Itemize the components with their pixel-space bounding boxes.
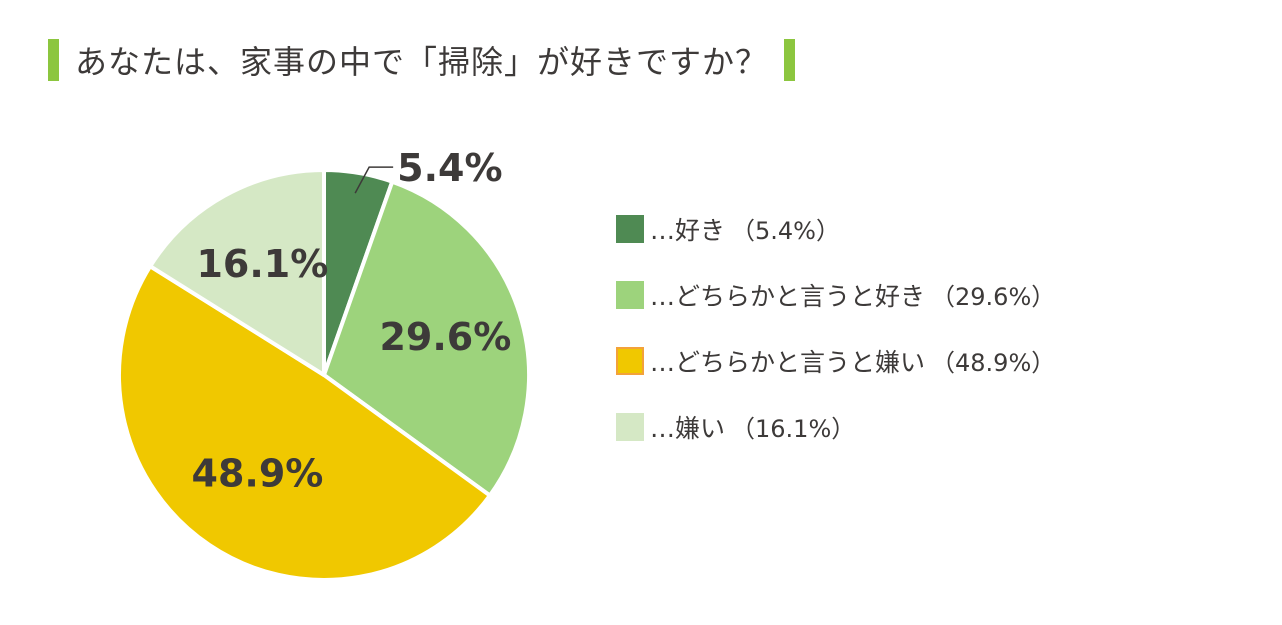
legend-percent: （5.4%） [731, 217, 840, 245]
title-accent-left [48, 39, 59, 81]
slice-value-label: 5.4% [397, 146, 502, 190]
legend-label: …嫌い [650, 414, 726, 443]
legend-label: …好き [650, 216, 726, 245]
legend-label: …どちらかと言うと好き [650, 282, 926, 311]
legend-swatch [616, 413, 644, 441]
legend-swatch [616, 281, 644, 309]
legend: …好き （5.4%） …どちらかと言うと好き （29.6%） …どちらかと言うと嫌い… [616, 196, 1055, 460]
pie-slice [148, 168, 326, 377]
slice-value-label: 29.6% [379, 315, 511, 359]
pie-slice [322, 179, 531, 498]
legend-swatch [616, 347, 644, 375]
legend-swatch [616, 215, 644, 243]
legend-percent: （16.1%） [731, 415, 856, 443]
legend-item: …どちらかと言うと好き （29.6%） [616, 262, 1055, 328]
legend-item: …どちらかと言うと嫌い （48.9%） [616, 328, 1055, 394]
chart-title: あなたは、家事の中で「掃除」が好きですか？ [75, 43, 769, 81]
legend-percent: （48.9%） [931, 349, 1056, 377]
legend-item: …嫌い （16.1%） [616, 394, 1055, 460]
title-accent-right [784, 39, 796, 81]
legend-label: …どちらかと言うと嫌い [650, 348, 926, 377]
pie-slice [117, 264, 492, 582]
slice-value-label: 48.9% [192, 452, 324, 496]
leader-line [354, 166, 394, 194]
legend-item: …好き （5.4%） [616, 196, 1055, 262]
slice-value-label: 16.1% [196, 242, 328, 286]
legend-percent: （29.6%） [931, 283, 1056, 311]
chart-title-bar: あなたは、家事の中で「掃除」が好きですか？ [48, 36, 796, 84]
